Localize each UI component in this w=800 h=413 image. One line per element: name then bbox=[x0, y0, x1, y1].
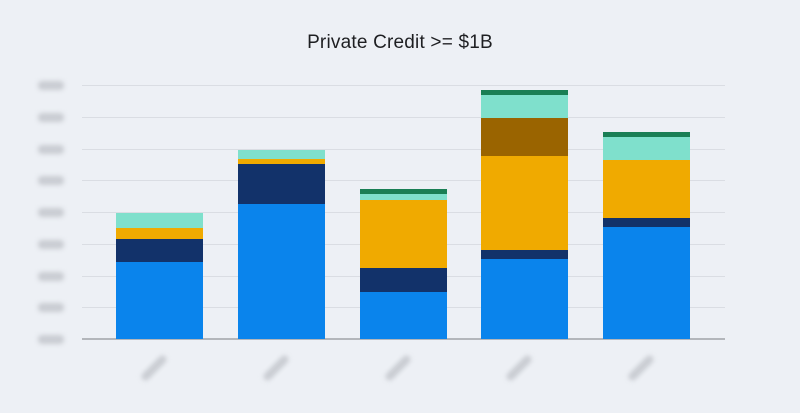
x-tick-label bbox=[626, 353, 656, 383]
bar-segment[interactable] bbox=[481, 259, 568, 339]
y-tick-label bbox=[38, 112, 64, 122]
bar-segment[interactable] bbox=[360, 292, 447, 339]
bar-segment[interactable] bbox=[360, 199, 447, 268]
chart-title: Private Credit >= $1B bbox=[307, 32, 493, 53]
bar-segment[interactable] bbox=[116, 212, 203, 228]
x-tick-label bbox=[261, 353, 291, 383]
bar-segment[interactable] bbox=[238, 204, 325, 339]
bar-segment[interactable] bbox=[481, 118, 568, 157]
bar-segment[interactable] bbox=[481, 156, 568, 251]
y-tick-label bbox=[38, 208, 64, 217]
bar-segment[interactable] bbox=[116, 227, 203, 239]
bar-segment[interactable] bbox=[116, 261, 203, 339]
gridline bbox=[82, 116, 725, 118]
stacked-bar[interactable] bbox=[603, 132, 690, 339]
bar-segment[interactable] bbox=[360, 193, 447, 200]
y-tick-label bbox=[38, 335, 64, 344]
x-tick-label bbox=[383, 353, 413, 383]
bar-segment[interactable] bbox=[603, 159, 690, 219]
y-tick-label bbox=[38, 303, 64, 313]
y-tick-label bbox=[38, 81, 64, 90]
bar-segment[interactable] bbox=[238, 150, 325, 159]
y-tick-label bbox=[38, 271, 64, 281]
bar-segment[interactable] bbox=[603, 218, 690, 227]
bar-segment[interactable] bbox=[603, 226, 690, 339]
bar-segment[interactable] bbox=[481, 90, 568, 96]
gridline bbox=[82, 148, 725, 150]
gridline bbox=[82, 180, 725, 182]
bar-segment[interactable] bbox=[481, 95, 568, 119]
bar-segment[interactable] bbox=[360, 188, 447, 194]
stacked-bar[interactable] bbox=[238, 150, 325, 339]
y-tick-label bbox=[38, 144, 64, 154]
bar-segment[interactable] bbox=[116, 239, 203, 262]
y-tick-label bbox=[38, 239, 64, 249]
x-tick-label bbox=[504, 353, 534, 383]
bar-segment[interactable] bbox=[603, 137, 690, 160]
gridline bbox=[82, 85, 725, 86]
bar-segment[interactable] bbox=[360, 267, 447, 293]
x-axis-line bbox=[82, 338, 725, 340]
stacked-bar[interactable] bbox=[116, 212, 203, 339]
y-tick-label bbox=[38, 176, 64, 186]
bar-segment[interactable] bbox=[238, 164, 325, 205]
stacked-bar[interactable] bbox=[360, 188, 447, 339]
bar-segment[interactable] bbox=[238, 158, 325, 165]
x-tick-label bbox=[139, 353, 169, 383]
stacked-bar[interactable] bbox=[481, 90, 568, 339]
bar-segment[interactable] bbox=[603, 132, 690, 138]
bar-segment[interactable] bbox=[481, 250, 568, 259]
